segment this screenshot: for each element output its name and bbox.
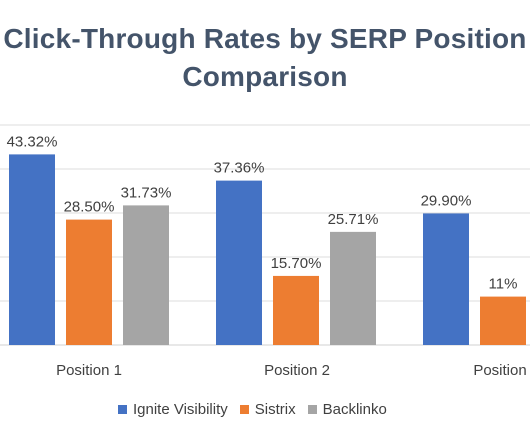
category-labels: Position 1 Position 2 Position xyxy=(56,362,527,379)
data-label: 29.90% xyxy=(421,192,472,209)
data-label: 11% xyxy=(489,276,518,293)
legend-swatch-sistrix xyxy=(239,404,249,414)
chart-title: Click-Through Rates by SERP Position Com… xyxy=(0,20,530,96)
legend-label-ignite-visibility: Ignite Visibility xyxy=(133,400,228,418)
category-label: Position 1 xyxy=(56,362,122,379)
bar-sistrix-3 xyxy=(480,296,526,345)
data-label: 15.70% xyxy=(271,255,322,272)
bar-ignite-visibility-1 xyxy=(9,154,55,345)
data-label: 37.36% xyxy=(214,160,265,177)
data-label: 31.73% xyxy=(121,184,172,201)
chart-title-line-2: Comparison xyxy=(182,61,348,92)
data-labels: 43.32% 37.36% 29.90% 28.50% 15.70% 11% 31.73% 2… xyxy=(7,133,518,292)
legend-item-backlinko: Backlinko xyxy=(307,400,387,418)
bar-ignite-visibility-2 xyxy=(216,180,262,345)
category-label: Position xyxy=(473,362,526,379)
chart-title-line-1: Click-Through Rates by SERP Position xyxy=(3,23,527,54)
bars xyxy=(9,154,526,345)
legend-swatch-ignite-visibility xyxy=(118,404,127,414)
bar-backlinko-1 xyxy=(123,205,169,345)
legend-item-ignite-visibility: Ignite Visibility xyxy=(118,401,228,418)
legend: Ignite Visibility Sistrix Backlinko xyxy=(118,399,387,419)
data-label: 28.50% xyxy=(64,199,115,216)
legend-label-sistrix: Sistrix xyxy=(254,400,296,418)
legend-swatch-backlinko xyxy=(307,404,317,414)
bar-sistrix-2 xyxy=(273,275,319,345)
bar-backlinko-2 xyxy=(330,231,376,345)
data-label: 43.32% xyxy=(7,133,58,150)
data-label: 25.71% xyxy=(328,211,379,228)
bar-ignite-visibility-3 xyxy=(423,213,469,345)
category-label: Position 2 xyxy=(264,362,330,379)
bar-sistrix-1 xyxy=(66,219,112,345)
legend-label-backlinko: Backlinko xyxy=(322,400,387,418)
legend-item-sistrix: Sistrix xyxy=(239,400,296,418)
